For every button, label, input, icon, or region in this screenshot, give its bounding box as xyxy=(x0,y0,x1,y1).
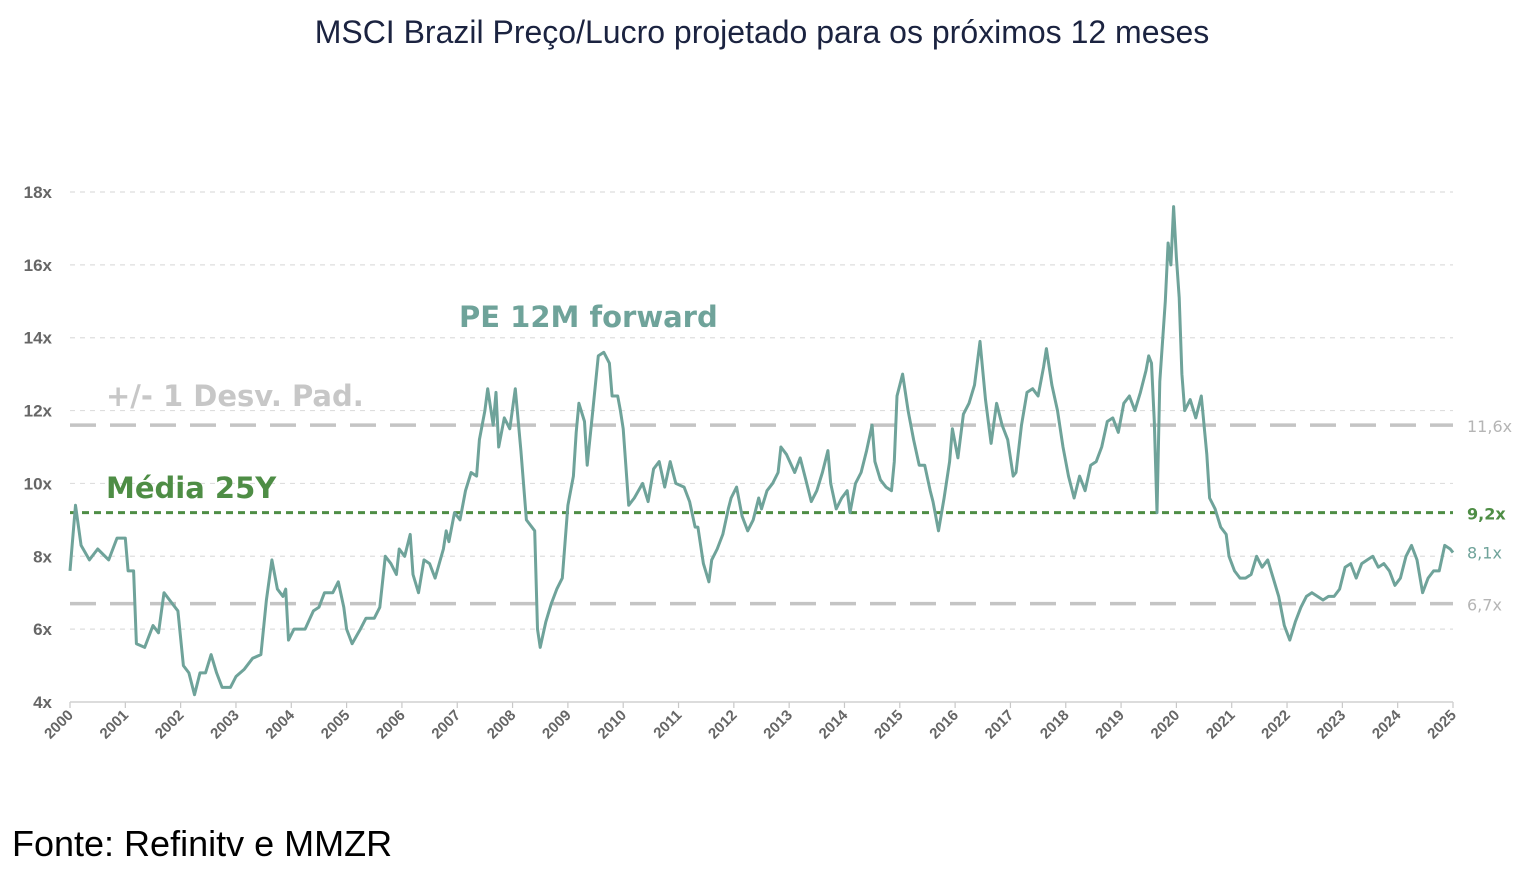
x-tick-label: 2004 xyxy=(262,706,298,742)
sd-annotation: +/- 1 Desv. Pad. xyxy=(106,379,364,413)
x-tick-label: 2000 xyxy=(41,707,77,743)
x-tick-label: 2005 xyxy=(318,707,354,743)
y-tick-label: 14x xyxy=(24,329,53,348)
y-axis-ticks: 18x 16x 14x 12x 10x 8x 6x 4x xyxy=(24,183,53,712)
y-tick-label: 18x xyxy=(24,183,53,202)
x-tick-label: 2019 xyxy=(1092,707,1128,743)
mean-reference-label: 9,2x xyxy=(1467,505,1506,524)
x-tick-label: 2011 xyxy=(650,707,685,742)
last-value-label: 8,1x xyxy=(1467,544,1502,563)
y-tick-label: 6x xyxy=(33,620,52,639)
x-tick-label: 2022 xyxy=(1258,707,1294,743)
y-tick-label: 16x xyxy=(24,256,53,275)
pe-12m-forward-line xyxy=(68,205,1455,697)
x-tick-label: 2013 xyxy=(760,707,796,743)
x-tick-label: 2010 xyxy=(594,707,630,743)
x-axis-ticks: 2000 2001 2002 2003 2004 2005 2006 2007 2008 2009… xyxy=(41,702,1460,742)
y-tick-label: 4x xyxy=(33,693,52,712)
x-tick-label: 2024 xyxy=(1369,706,1405,742)
x-tick-label: 2007 xyxy=(428,707,464,743)
reference-lines: 11,6x 9,2x 6,7x xyxy=(70,417,1512,615)
x-tick-label: 2023 xyxy=(1314,707,1350,743)
y-tick-label: 12x xyxy=(24,402,53,421)
x-tick-label: 2008 xyxy=(484,707,520,743)
gridlines xyxy=(70,191,1453,630)
y-tick-label: 8x xyxy=(33,547,52,566)
source-note: Fonte: Refinitv e MMZR xyxy=(12,823,393,864)
series-annotation: PE 12M forward xyxy=(459,300,718,334)
x-tick-label: 2016 xyxy=(926,707,962,743)
x-tick-label: 2017 xyxy=(982,707,1018,743)
x-tick-label: 2003 xyxy=(207,707,243,743)
x-tick-label: 2021 xyxy=(1203,707,1239,743)
x-tick-label: 2018 xyxy=(1037,707,1073,743)
upper-reference-label: 11,6x xyxy=(1467,417,1512,436)
x-tick-label: 2015 xyxy=(871,707,907,743)
mean-annotation: Média 25Y xyxy=(106,471,277,505)
lower-reference-label: 6,7x xyxy=(1467,596,1502,615)
x-tick-label: 2002 xyxy=(152,707,188,743)
x-tick-label: 2001 xyxy=(97,707,133,743)
x-tick-label: 2012 xyxy=(705,707,741,743)
x-tick-label: 2006 xyxy=(373,707,409,743)
x-tick-label: 2014 xyxy=(816,706,852,742)
chart-title: MSCI Brazil Preço/Lucro projetado para o… xyxy=(314,14,1210,50)
y-tick-label: 10x xyxy=(24,474,53,493)
x-tick-label: 2025 xyxy=(1424,707,1460,743)
x-tick-label: 2009 xyxy=(539,707,575,743)
x-tick-label: 2020 xyxy=(1148,707,1184,743)
